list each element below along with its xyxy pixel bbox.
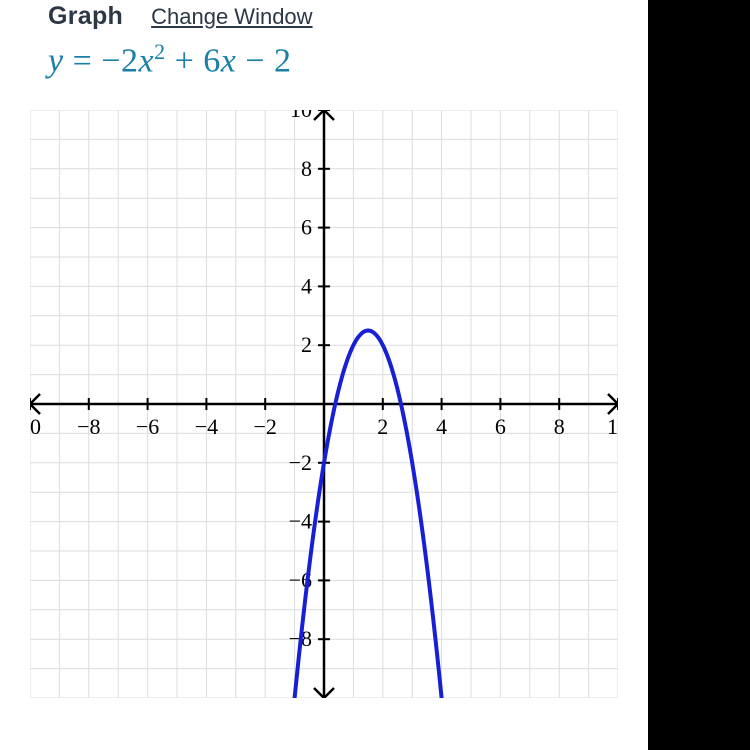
x-tick-label: 10 xyxy=(607,414,618,439)
y-tick-label: 10 xyxy=(290,110,312,122)
y-tick-label: −2 xyxy=(289,450,312,475)
x-tick-label: 2 xyxy=(377,414,388,439)
y-tick-label: 4 xyxy=(301,274,312,299)
eq-a: −2 xyxy=(101,42,138,79)
header: Graph Change Window xyxy=(30,0,618,31)
y-tick-label: 8 xyxy=(301,156,312,181)
parabola-chart: 10−8−6−4−2246810108642−2−4−6−8 xyxy=(30,110,618,698)
x-tick-label: 8 xyxy=(554,414,565,439)
x-tick-label: 6 xyxy=(495,414,506,439)
eq-equals: = xyxy=(73,42,102,79)
x-tick-label: 10 xyxy=(30,414,41,439)
eq-var2: x xyxy=(221,42,237,79)
change-window-link[interactable]: Change Window xyxy=(151,4,312,30)
x-tick-label: 4 xyxy=(436,414,447,439)
chart-container: 10−8−6−4−2246810108642−2−4−6−8 xyxy=(30,110,618,698)
y-tick-label: 2 xyxy=(301,333,312,358)
eq-b: + 6 xyxy=(175,42,221,79)
eq-c: − 2 xyxy=(245,42,291,79)
parabola-curve xyxy=(289,331,448,699)
x-tick-label: −2 xyxy=(253,414,276,439)
x-tick-label: −4 xyxy=(195,414,218,439)
y-tick-label: −4 xyxy=(289,509,312,534)
graph-title: Graph xyxy=(48,2,123,31)
y-tick-label: 6 xyxy=(301,215,312,240)
eq-var1: x xyxy=(138,42,154,79)
page: Graph Change Window y = −2x2 + 6x − 2 10… xyxy=(0,0,648,750)
eq-exp: 2 xyxy=(154,39,166,64)
x-tick-label: −8 xyxy=(77,414,100,439)
x-tick-label: −6 xyxy=(136,414,159,439)
eq-lhs: y xyxy=(48,42,64,79)
equation: y = −2x2 + 6x − 2 xyxy=(30,31,618,110)
